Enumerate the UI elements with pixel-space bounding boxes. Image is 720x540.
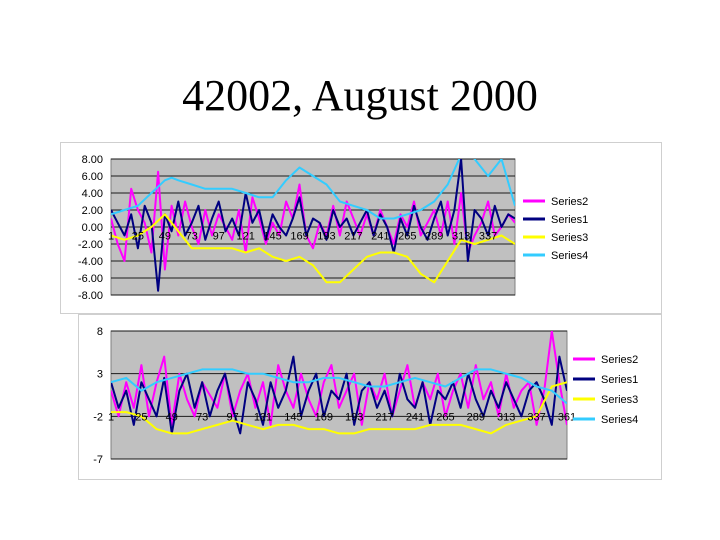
- x-tick-label: 289: [425, 231, 443, 243]
- x-tick-label: 265: [398, 231, 416, 243]
- x-tick-label: 25: [135, 411, 147, 423]
- x-tick-label: 145: [284, 411, 302, 423]
- slide-title: 42002, August 2000: [182, 71, 538, 120]
- x-tick-label: 289: [467, 411, 485, 423]
- x-tick-label: 217: [375, 411, 393, 423]
- legend-label: Series1: [551, 214, 588, 226]
- series-line-series3: [111, 381, 567, 435]
- x-tick-label: 265: [436, 411, 454, 423]
- y-tick-label: 0.00: [82, 222, 103, 234]
- y-tick-label: 8.00: [82, 154, 103, 166]
- x-tick-label: 97: [226, 411, 238, 423]
- x-tick-label: 49: [159, 231, 171, 243]
- series-line-series4: [111, 368, 567, 405]
- x-tick-label: 73: [186, 231, 198, 243]
- legend-label: Series4: [551, 250, 588, 262]
- x-tick-label: 193: [345, 411, 363, 423]
- legend-label: Series4: [601, 414, 638, 426]
- legend-label: Series1: [601, 374, 638, 386]
- y-tick-label: -2: [93, 411, 103, 423]
- plot-area: [110, 330, 568, 460]
- legend-label: Series2: [551, 196, 588, 208]
- y-tick-label: 4.00: [82, 188, 103, 200]
- series-line-series1: [111, 159, 515, 292]
- x-tick-label: 337: [479, 231, 497, 243]
- x-tick-label: 97: [213, 231, 225, 243]
- line-chart-bottom: 8 3 -2 -7 1 25 49 73 97 121 145 169 193 217 241 265 289 3…: [93, 326, 638, 466]
- x-tick-label: 49: [166, 411, 178, 423]
- chart-panel-bottom: 8 3 -2 -7 1 25 49 73 97 121 145 169 193 217 241 265 289 3…: [78, 314, 662, 480]
- legend-label: Series2: [601, 354, 638, 366]
- x-tick-label: 241: [371, 231, 389, 243]
- y-tick-label: 2.00: [82, 205, 103, 217]
- x-tick-label: 73: [196, 411, 208, 423]
- y-tick-label: -7: [93, 454, 103, 466]
- x-tick-label: 169: [315, 411, 333, 423]
- series-line-series2: [111, 170, 515, 271]
- legend-label: Series3: [601, 394, 638, 406]
- x-tick-label: 193: [317, 231, 335, 243]
- x-tick-label: 1: [108, 411, 114, 423]
- x-tick-label: 121: [254, 411, 272, 423]
- series-line-series3: [111, 213, 515, 284]
- x-tick-label: 145: [263, 231, 281, 243]
- x-tick-label: 25: [132, 231, 144, 243]
- series-line-series4: [111, 159, 515, 220]
- chart-panel-top: 8.00 6.00 4.00 2.00 0.00 -2.00 -4.00 -6.00 -8.00…: [60, 142, 662, 314]
- line-chart-top: 8.00 6.00 4.00 2.00 0.00 -2.00 -4.00 -6.00 -8.00…: [78, 154, 588, 302]
- y-tick-label: -6.00: [78, 273, 103, 285]
- x-tick-label: 337: [527, 411, 545, 423]
- y-tick-label: -4.00: [78, 256, 103, 268]
- y-tick-label: 3: [97, 369, 103, 381]
- x-tick-label: 361: [558, 411, 576, 423]
- x-tick-label: 313: [452, 231, 470, 243]
- x-tick-label: 121: [236, 231, 254, 243]
- y-tick-label: 8: [97, 326, 103, 338]
- x-tick-label: 313: [497, 411, 515, 423]
- x-tick-label: 241: [406, 411, 424, 423]
- legend-label: Series3: [551, 232, 588, 244]
- x-tick-label: 217: [344, 231, 362, 243]
- y-tick-label: -2.00: [78, 239, 103, 251]
- x-tick-label: 169: [290, 231, 308, 243]
- x-tick-label: 1: [108, 231, 114, 243]
- series-line-series2: [111, 331, 567, 426]
- y-tick-label: 6.00: [82, 171, 103, 183]
- y-tick-label: -8.00: [78, 290, 103, 302]
